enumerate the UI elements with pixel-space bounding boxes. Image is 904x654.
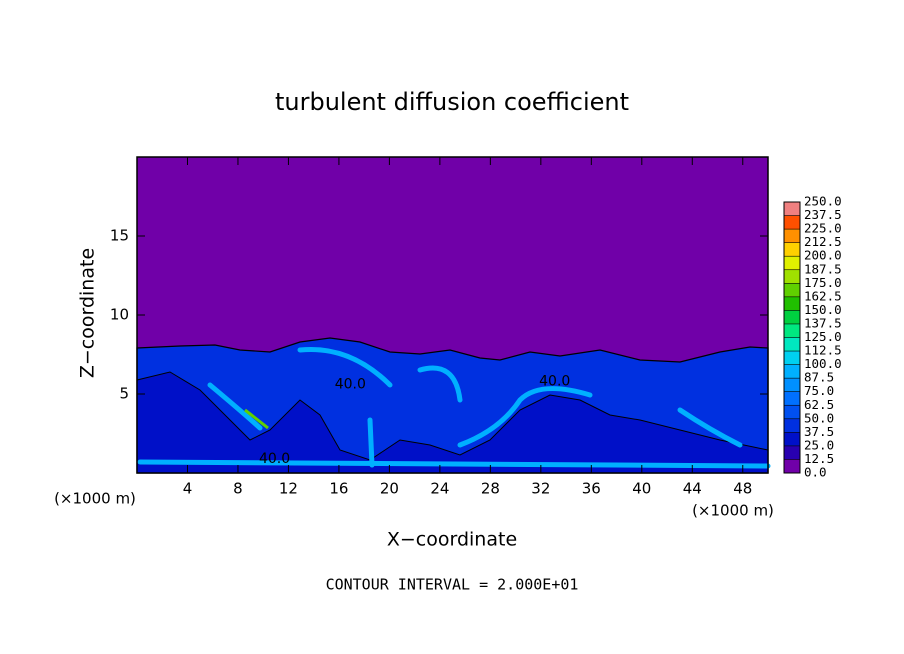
footnote: CONTOUR INTERVAL = 2.000E+01: [326, 576, 579, 594]
colorbar-swatch: [784, 269, 800, 284]
colorbar-label: 25.0: [804, 437, 834, 452]
field-streak: [244, 408, 269, 430]
colorbar-swatch: [784, 215, 800, 230]
colorbar-label: 100.0: [804, 356, 842, 371]
colorbar-swatch: [784, 378, 800, 392]
colorbar-swatch: [784, 337, 800, 352]
x-tick-label: 8: [233, 480, 243, 498]
colorbar-label: 12.5: [804, 451, 834, 466]
colorbar-label: 212.5: [804, 234, 842, 249]
x-tick-label: 40: [632, 480, 651, 498]
colorbar-swatch: [784, 310, 800, 324]
colorbar-label: 37.5: [804, 424, 834, 439]
x-tick-label: 20: [380, 480, 399, 498]
y-tick-label: 5: [119, 385, 129, 403]
colorbar-swatch: [784, 391, 800, 406]
colorbar-label: 112.5: [804, 343, 842, 358]
y-unit-label: (×1000 m): [54, 490, 136, 508]
field-region: [136, 371, 769, 474]
contour-label: 40.0: [335, 377, 366, 393]
x-tick-label: 32: [531, 480, 550, 498]
x-tick-label: 28: [481, 480, 500, 498]
colorbar-label: 50.0: [804, 410, 834, 425]
colorbar-swatch: [784, 242, 800, 257]
colorbar-label: 75.0: [804, 383, 834, 398]
colorbar-label: 87.5: [804, 370, 834, 385]
colorbar-swatch: [784, 202, 800, 216]
y-tick-label: 10: [110, 306, 129, 324]
colorbar-swatch: [784, 256, 800, 270]
colorbar-label: 125.0: [804, 329, 842, 344]
colorbar-swatch: [784, 229, 800, 243]
colorbar-swatch: [784, 351, 800, 365]
x-axis-label: X−coordinate: [387, 529, 517, 551]
colorbar-swatch: [784, 432, 800, 446]
colorbar-label: 225.0: [804, 221, 842, 236]
colorbar-label: 62.5: [804, 397, 834, 412]
colorbar-label: 150.0: [804, 302, 842, 317]
colorbar-swatch: [784, 323, 800, 338]
chart-title: turbulent diffusion coefficient: [275, 88, 629, 116]
colorbar-label: 175.0: [804, 275, 842, 290]
colorbar-swatch: [784, 296, 800, 311]
colorbar-swatch: [784, 283, 800, 297]
colorbar-label: 200.0: [804, 248, 842, 263]
contour-label: 40.0: [259, 451, 290, 467]
colorbar-label: 0.0: [804, 465, 827, 480]
colorbar-label: 250.0: [804, 194, 842, 209]
colorbar-label: 237.5: [804, 207, 842, 222]
x-tick-label: 24: [430, 480, 449, 498]
x-tick-label: 4: [183, 480, 193, 498]
y-tick-label: 15: [110, 227, 129, 245]
field: [136, 157, 771, 474]
y-axis-label: Z−coordinate: [77, 248, 99, 378]
x-tick-label: 36: [582, 480, 601, 498]
colorbar-swatch: [784, 418, 800, 433]
field-streak: [137, 346, 771, 469]
colorbar-label: 162.5: [804, 288, 842, 303]
colorbar-label: 187.5: [804, 261, 842, 276]
x-tick-label: 44: [683, 480, 702, 498]
x-tick-label: 16: [329, 480, 348, 498]
x-unit-label: (×1000 m): [692, 502, 774, 520]
colorbar-swatch: [784, 445, 800, 460]
colorbar-swatch: [784, 459, 800, 473]
colorbar-label: 137.5: [804, 315, 842, 330]
colorbar-swatch: [784, 364, 800, 379]
contour-label: 40.0: [539, 373, 570, 389]
x-tick-label: 12: [279, 480, 298, 498]
colorbar-swatch: [784, 405, 800, 419]
x-tick-label: 48: [733, 480, 752, 498]
